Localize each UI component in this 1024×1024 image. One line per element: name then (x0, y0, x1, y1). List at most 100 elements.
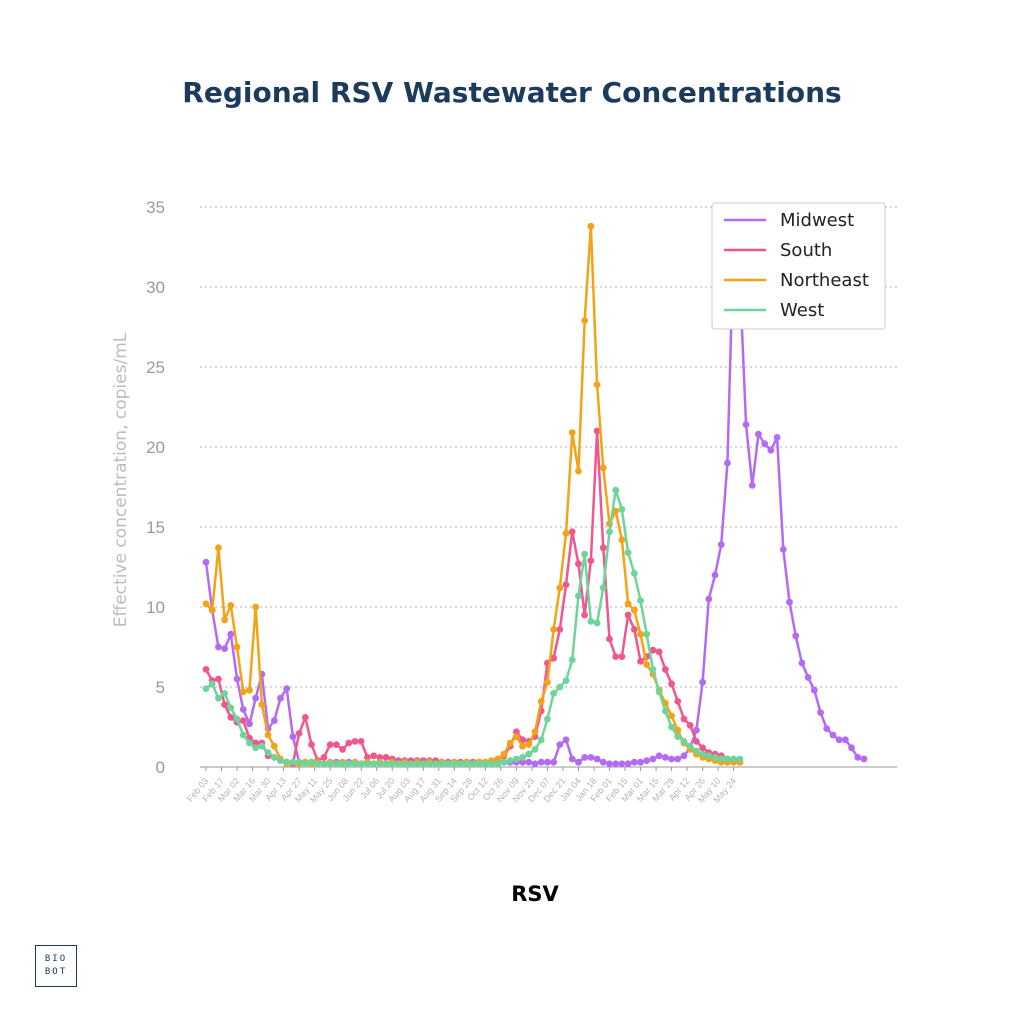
midwest-point (786, 598, 793, 606)
west-point (401, 760, 409, 768)
west-point (575, 592, 582, 600)
midwest-point (544, 758, 551, 766)
south-point (699, 744, 707, 752)
northeast-point (221, 616, 229, 624)
south-point (581, 611, 589, 619)
midwest-point (531, 760, 539, 768)
x-axis-label: RSV (511, 882, 559, 906)
west-point (612, 486, 620, 494)
northeast-point (258, 701, 266, 708)
northeast-point (208, 606, 216, 614)
west-point (587, 618, 595, 625)
midwest-point (283, 685, 291, 692)
midwest-point (519, 758, 526, 766)
midwest-point (562, 736, 570, 744)
south-point (221, 701, 229, 708)
midwest-point (270, 717, 278, 724)
northeast-point (494, 755, 502, 763)
northeast-point (512, 733, 520, 740)
midwest-point (202, 558, 210, 566)
south-point (215, 675, 222, 683)
west-point (339, 760, 346, 768)
west-point (488, 760, 495, 768)
midwest-point (637, 758, 644, 766)
northeast-point (531, 728, 539, 736)
west-point (730, 755, 738, 763)
midwest-point (624, 760, 632, 768)
west-series-line (205, 488, 740, 766)
west-point (550, 690, 558, 697)
west-point (239, 731, 247, 739)
west-point (494, 760, 502, 768)
west-point (438, 760, 446, 768)
west-point (668, 723, 675, 731)
midwest-point (668, 755, 675, 763)
west-point (388, 760, 396, 768)
midwest-point (674, 755, 682, 763)
midwest-point (227, 630, 235, 638)
west-point (264, 749, 272, 756)
northeast-point (215, 544, 222, 552)
west-point (699, 750, 707, 758)
northeast-point (593, 381, 601, 388)
west-point (407, 760, 415, 768)
south-point (382, 754, 390, 761)
midwest-point (661, 754, 669, 761)
west-point (593, 619, 601, 627)
midwest-point (692, 726, 700, 734)
midwest-point (252, 694, 260, 702)
south-point (357, 738, 365, 745)
midwest-point (755, 430, 762, 438)
midwest-point (525, 758, 533, 766)
midwest-point (748, 482, 756, 489)
west-point (426, 760, 433, 768)
west-point (649, 666, 657, 673)
midwest-point (587, 754, 595, 761)
west-point (463, 760, 471, 768)
west-point (376, 760, 384, 768)
midwest-point (277, 694, 284, 702)
west-point (227, 704, 235, 712)
south-point (630, 626, 638, 633)
west-point (246, 739, 253, 747)
west-point (606, 528, 613, 536)
south-point (686, 722, 694, 729)
west-point (202, 685, 210, 692)
midwest-point (233, 675, 241, 683)
south-point (376, 754, 384, 761)
midwest-point (612, 760, 620, 768)
legend-label-midwest: Midwest (780, 210, 854, 231)
south-point (562, 581, 570, 588)
y-tick-label: 10 (146, 598, 165, 617)
south-point (351, 738, 359, 745)
northeast-point (587, 222, 595, 230)
midwest-point (804, 674, 812, 681)
west-point (711, 754, 719, 761)
legend-box (711, 202, 886, 330)
west-point (469, 760, 477, 768)
west-point (692, 747, 700, 755)
y-axis-label: Effective concentration, copies/mL (111, 332, 131, 627)
west-point (457, 760, 464, 768)
midwest-point (599, 758, 607, 766)
y-axis-ticks: 0 5 10 15 20 25 30 35 (146, 198, 165, 777)
west-point (637, 597, 644, 604)
south-point (593, 427, 601, 435)
midwest-point (537, 758, 545, 766)
midwest-point (817, 709, 824, 716)
biobot-logo: BIO BOT (35, 945, 77, 987)
south-point (363, 754, 371, 761)
south-point (550, 654, 558, 662)
west-point (674, 733, 682, 740)
west-point (326, 760, 334, 768)
midwest-point (575, 758, 582, 766)
west-point (680, 738, 688, 745)
midwest-point (854, 754, 862, 761)
y-tick-label: 0 (156, 758, 165, 777)
south-point (649, 646, 657, 654)
west-point (481, 760, 489, 768)
west-point (332, 760, 340, 768)
northeast-point (537, 698, 545, 705)
midwest-point (823, 725, 831, 732)
midwest-point (215, 643, 222, 651)
